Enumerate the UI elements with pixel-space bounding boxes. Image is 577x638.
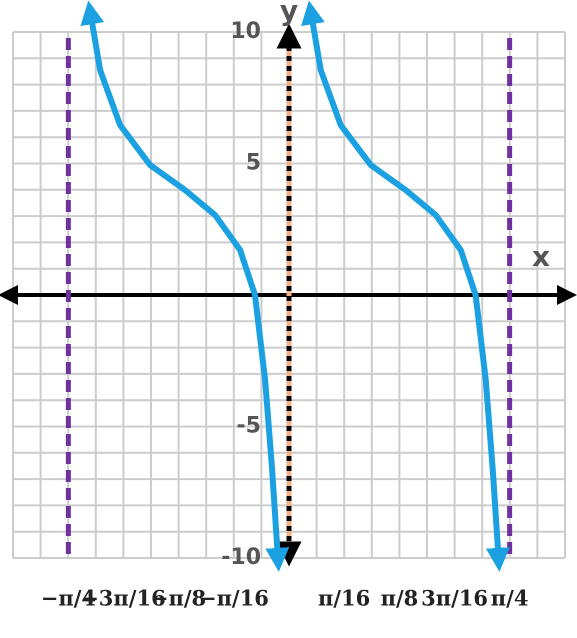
y-tick-label: -10 [221,545,261,570]
y-tick-label: 5 [246,151,261,176]
y-tick-label: -5 [237,414,261,439]
x-tick-label: π/4 [491,586,529,611]
x-tick-label: −π/8 [151,586,206,611]
curve [301,0,510,572]
curve [80,0,290,572]
marks [80,0,510,572]
grid [0,23,577,567]
x-tick-label: −π/16 [199,586,269,611]
x-tick-label: 3π/16 [421,586,488,611]
x-tick-label: π/16 [318,586,370,611]
x-axis-label: x [532,240,550,273]
x-tick-label: π/8 [381,586,419,611]
x-tick-label: −3π/16 [81,586,165,611]
x-tick-label: −π/4 [41,586,96,611]
y-axis-label: y [280,0,298,27]
y-tick-label: 10 [230,19,261,44]
